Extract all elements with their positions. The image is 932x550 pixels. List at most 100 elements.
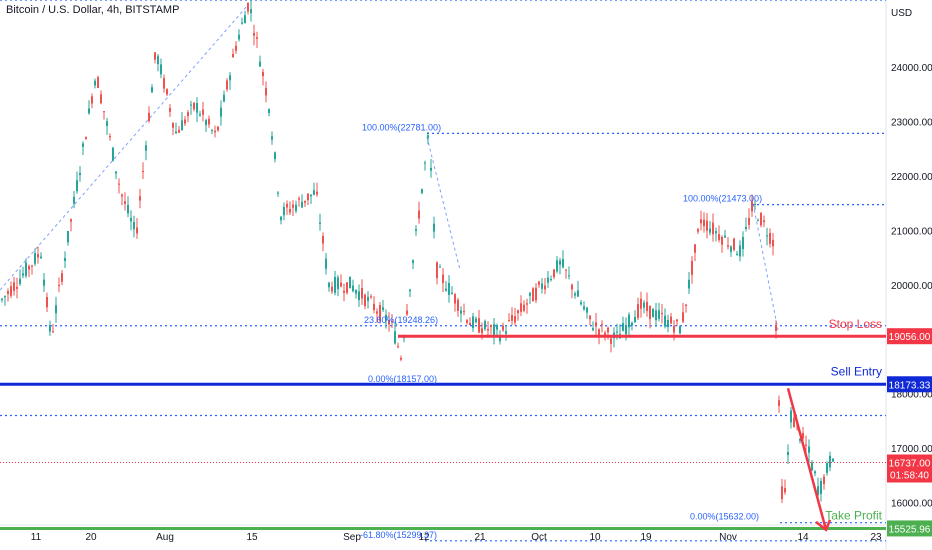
candle-body bbox=[73, 196, 75, 204]
x-tick-label: 21 bbox=[474, 532, 486, 543]
candle-body bbox=[277, 192, 279, 194]
candle-body bbox=[760, 213, 762, 226]
fib-level-label: 100.00%(22781.00) bbox=[362, 122, 441, 132]
candle-body bbox=[577, 290, 579, 297]
candle-body bbox=[223, 94, 225, 102]
candle-body bbox=[286, 203, 288, 208]
candle-body bbox=[235, 45, 237, 51]
candle-body bbox=[55, 305, 57, 314]
candle-body bbox=[121, 194, 123, 197]
candle-body bbox=[658, 310, 660, 319]
candle-body bbox=[745, 226, 747, 229]
candle-body bbox=[661, 312, 663, 315]
fib-level-label: 100.00%(21473.00) bbox=[683, 194, 762, 204]
fib-trend-line bbox=[426, 136, 461, 271]
x-tick-label: 11 bbox=[31, 532, 42, 543]
candle-body bbox=[253, 32, 255, 36]
candle-body bbox=[481, 328, 483, 334]
candle-body bbox=[511, 315, 513, 321]
candle-body bbox=[382, 307, 384, 310]
candle-body bbox=[772, 239, 774, 247]
candle-body bbox=[220, 107, 222, 117]
candle-body bbox=[556, 260, 558, 272]
candle-body bbox=[373, 303, 375, 311]
candle-body bbox=[565, 269, 567, 271]
candle-body bbox=[160, 64, 162, 75]
candle-body bbox=[163, 77, 165, 89]
candle-body bbox=[646, 301, 648, 312]
candle-body bbox=[100, 94, 102, 104]
candle-body bbox=[268, 109, 270, 114]
candle-body bbox=[685, 304, 687, 306]
candle-body bbox=[124, 201, 126, 204]
candle-body bbox=[46, 296, 48, 308]
candle-body bbox=[829, 455, 831, 468]
candle-body bbox=[763, 220, 765, 223]
sell-entry-label: Sell Entry bbox=[831, 364, 882, 378]
candle-body bbox=[715, 231, 717, 234]
candle-body bbox=[151, 87, 153, 93]
candle-body bbox=[418, 210, 420, 219]
candle-body bbox=[424, 162, 426, 164]
x-tick-label: 23 bbox=[870, 532, 882, 543]
candle-body bbox=[670, 316, 672, 324]
candle-body bbox=[241, 22, 243, 24]
candle-body bbox=[700, 219, 702, 224]
candle-body bbox=[385, 314, 387, 321]
candle-body bbox=[94, 80, 96, 86]
candle-body bbox=[823, 476, 825, 485]
candle-body bbox=[7, 291, 9, 295]
x-tick-label: Aug bbox=[156, 532, 174, 543]
candle-body bbox=[451, 292, 453, 294]
take-profit-label: Take Profit bbox=[825, 508, 882, 522]
candle-body bbox=[460, 310, 462, 314]
fib-level-label: -61.80%(15299.37) bbox=[360, 530, 437, 540]
candle-body bbox=[766, 235, 768, 237]
candle-body bbox=[31, 265, 33, 267]
candle-body bbox=[697, 229, 699, 232]
candle-body bbox=[172, 122, 174, 128]
y-tick-label: 23000.00 bbox=[891, 117, 932, 128]
candle-body bbox=[274, 152, 276, 160]
candle-body bbox=[25, 262, 27, 276]
candle-body bbox=[328, 282, 330, 288]
candle-body bbox=[703, 219, 705, 227]
candle-body bbox=[487, 328, 489, 331]
candle-body bbox=[727, 245, 729, 247]
candle-body bbox=[499, 335, 501, 342]
trade-arrow-line bbox=[786, 387, 828, 531]
x-tick-label: 14 bbox=[797, 532, 809, 543]
candle-body bbox=[391, 320, 393, 323]
candle-body bbox=[754, 203, 756, 205]
candle-body bbox=[340, 282, 342, 287]
candle-body bbox=[232, 53, 234, 58]
candle-body bbox=[757, 220, 759, 222]
candle-body bbox=[178, 129, 180, 133]
candle-body bbox=[301, 201, 303, 208]
take-profit-price-text: 15525.96 bbox=[889, 524, 931, 535]
candle-body bbox=[229, 75, 231, 81]
x-tick-label: 19 bbox=[640, 532, 652, 543]
candle-body bbox=[733, 238, 735, 250]
candle-body bbox=[472, 316, 474, 329]
candle-body bbox=[265, 88, 267, 96]
candle-body bbox=[547, 277, 549, 283]
candle-body bbox=[64, 257, 66, 261]
current-price-tag bbox=[887, 454, 932, 483]
candle-body bbox=[49, 325, 51, 332]
candle-body bbox=[589, 315, 591, 320]
candle-body bbox=[688, 279, 690, 289]
candle-body bbox=[136, 227, 138, 234]
candle-body bbox=[52, 331, 54, 333]
candle-body bbox=[310, 194, 312, 197]
candle-countdown-text: 01:58:40 bbox=[890, 470, 929, 481]
candle-body bbox=[337, 277, 339, 290]
candle-body bbox=[334, 276, 336, 293]
candle-body bbox=[412, 260, 414, 264]
candle-body bbox=[19, 278, 21, 285]
candle-body bbox=[529, 292, 531, 296]
candle-body bbox=[202, 109, 204, 115]
x-tick-label: 12 bbox=[418, 532, 430, 543]
candle-body bbox=[802, 432, 804, 439]
